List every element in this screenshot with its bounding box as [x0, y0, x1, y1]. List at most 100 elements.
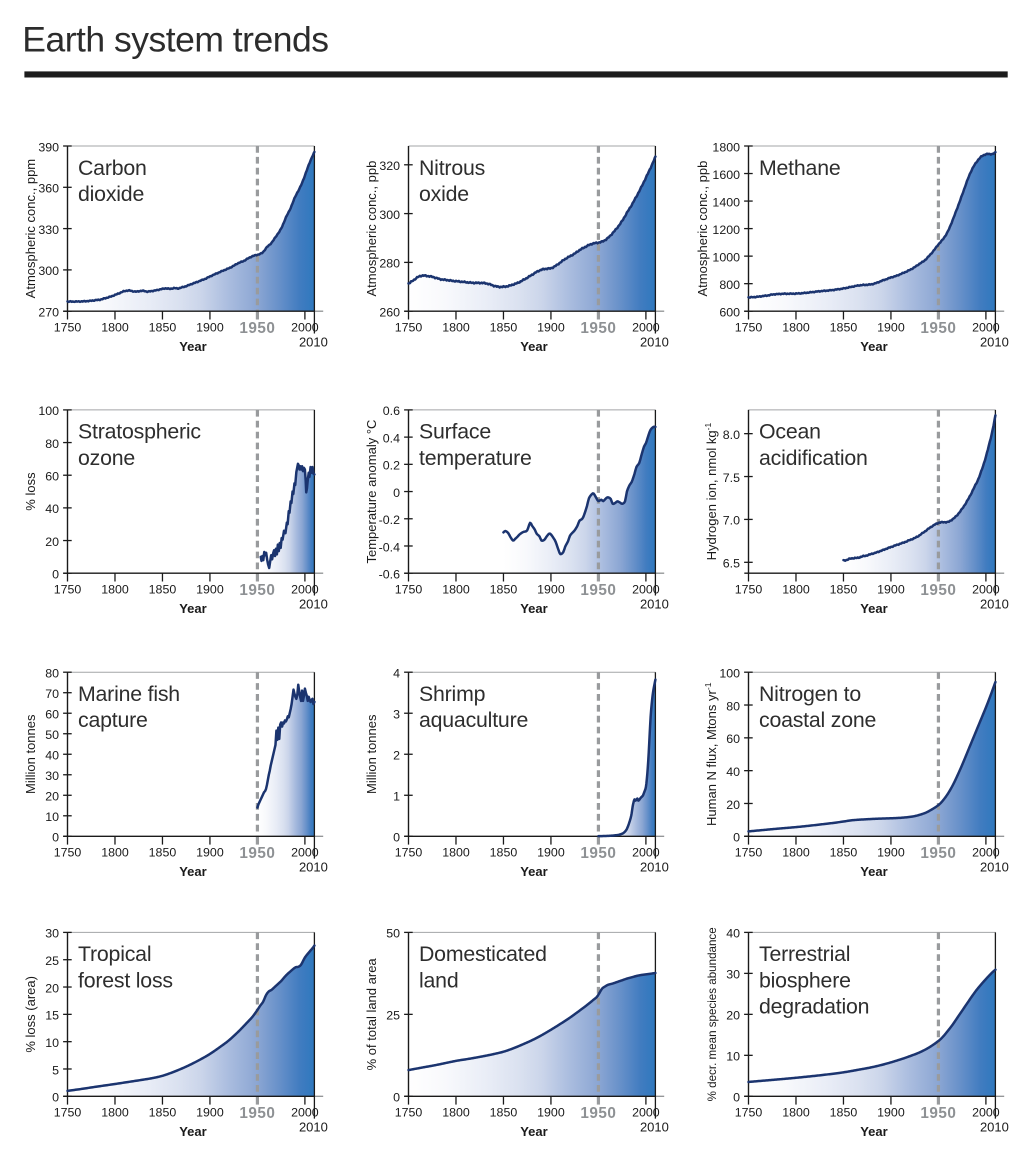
svg-text:360: 360 [38, 182, 59, 196]
svg-text:2000: 2000 [632, 846, 660, 860]
svg-text:1950: 1950 [239, 582, 275, 599]
svg-text:2000: 2000 [291, 1106, 319, 1120]
svg-text:2010: 2010 [980, 596, 1009, 611]
svg-text:1900: 1900 [877, 846, 905, 860]
svg-text:Year: Year [860, 1124, 887, 1139]
svg-text:capture: capture [78, 708, 148, 732]
svg-text:20: 20 [45, 790, 59, 804]
svg-text:0: 0 [393, 486, 400, 500]
svg-text:oxide: oxide [419, 182, 469, 206]
svg-text:1900: 1900 [537, 846, 565, 860]
svg-text:1950: 1950 [239, 320, 275, 337]
svg-text:0: 0 [52, 831, 59, 845]
svg-text:100: 100 [38, 404, 59, 418]
svg-text:25: 25 [45, 954, 59, 968]
svg-text:1900: 1900 [537, 320, 565, 334]
svg-text:Human N flux, Mtons yr-1: Human N flux, Mtons yr-1 [703, 682, 719, 826]
svg-text:1800: 1800 [442, 582, 470, 596]
svg-text:6.5: 6.5 [723, 557, 740, 571]
svg-text:40: 40 [45, 502, 59, 516]
svg-text:1950: 1950 [580, 582, 616, 599]
svg-text:1900: 1900 [877, 1106, 905, 1120]
svg-text:2000: 2000 [972, 582, 1000, 596]
svg-text:1750: 1750 [54, 320, 82, 334]
svg-text:1850: 1850 [830, 582, 858, 596]
svg-text:1950: 1950 [920, 320, 956, 337]
svg-text:2010: 2010 [299, 860, 328, 875]
svg-text:1950: 1950 [580, 320, 616, 337]
svg-text:1850: 1850 [490, 1106, 518, 1120]
svg-text:biosphere: biosphere [759, 968, 851, 992]
svg-text:Year: Year [860, 601, 887, 616]
svg-text:Marine fish: Marine fish [78, 682, 180, 706]
svg-text:Nitrogen to: Nitrogen to [759, 682, 861, 706]
svg-text:Atmospheric conc., ppb: Atmospheric conc., ppb [364, 161, 379, 297]
svg-text:2: 2 [393, 749, 400, 763]
svg-text:1600: 1600 [712, 168, 740, 182]
svg-text:1850: 1850 [149, 582, 177, 596]
svg-text:390: 390 [38, 140, 59, 154]
svg-text:1900: 1900 [537, 582, 565, 596]
svg-text:20: 20 [45, 981, 59, 995]
svg-text:2010: 2010 [640, 860, 669, 875]
svg-text:Year: Year [179, 339, 206, 354]
svg-text:1800: 1800 [782, 582, 810, 596]
svg-text:1800: 1800 [101, 846, 129, 860]
svg-text:30: 30 [45, 769, 59, 783]
svg-text:2010: 2010 [640, 596, 669, 611]
svg-text:1950: 1950 [920, 845, 956, 862]
svg-text:Temperature anomaly °C: Temperature anomaly °C [364, 420, 379, 564]
svg-text:0.2: 0.2 [383, 459, 400, 473]
svg-text:80: 80 [726, 699, 740, 713]
svg-text:40: 40 [45, 749, 59, 763]
svg-text:1800: 1800 [782, 320, 810, 334]
svg-text:1750: 1750 [735, 320, 763, 334]
svg-text:% of total land area: % of total land area [364, 958, 379, 1071]
svg-text:land: land [419, 968, 458, 992]
svg-text:1750: 1750 [54, 582, 82, 596]
svg-text:280: 280 [379, 257, 400, 271]
svg-text:-0.4: -0.4 [379, 540, 400, 554]
svg-text:Year: Year [520, 864, 547, 879]
svg-text:1400: 1400 [712, 195, 740, 209]
svg-text:Million tonnes: Million tonnes [23, 714, 38, 794]
svg-text:1750: 1750 [735, 1106, 763, 1120]
svg-text:Year: Year [520, 1124, 547, 1139]
svg-text:2010: 2010 [299, 1120, 328, 1135]
svg-text:50: 50 [45, 728, 59, 742]
svg-text:2000: 2000 [632, 320, 660, 334]
svg-text:1900: 1900 [196, 846, 224, 860]
svg-text:8.0: 8.0 [723, 428, 740, 442]
svg-text:1850: 1850 [149, 1106, 177, 1120]
svg-text:7.0: 7.0 [723, 514, 740, 528]
svg-text:1800: 1800 [442, 1106, 470, 1120]
svg-text:1800: 1800 [101, 320, 129, 334]
svg-text:80: 80 [45, 667, 59, 681]
svg-text:Year: Year [179, 864, 206, 879]
svg-text:1800: 1800 [782, 1106, 810, 1120]
svg-text:0: 0 [733, 1091, 740, 1105]
svg-text:1900: 1900 [196, 320, 224, 334]
svg-text:1850: 1850 [830, 846, 858, 860]
svg-text:0: 0 [733, 831, 740, 845]
svg-text:70: 70 [45, 687, 59, 701]
svg-text:260: 260 [379, 306, 400, 320]
svg-text:0: 0 [52, 1091, 59, 1105]
svg-text:2010: 2010 [980, 334, 1009, 349]
svg-text:10: 10 [45, 1036, 59, 1050]
svg-text:50: 50 [386, 927, 400, 941]
svg-text:2010: 2010 [299, 596, 328, 611]
svg-text:Tropical: Tropical [78, 942, 151, 966]
svg-text:270: 270 [38, 306, 59, 320]
svg-text:Year: Year [860, 339, 887, 354]
svg-text:5: 5 [52, 1063, 59, 1077]
svg-text:% loss (area): % loss (area) [23, 976, 38, 1053]
svg-text:0.6: 0.6 [383, 404, 400, 418]
svg-text:1750: 1750 [395, 1106, 423, 1120]
svg-text:Year: Year [179, 601, 206, 616]
svg-text:0: 0 [393, 1091, 400, 1105]
svg-text:1750: 1750 [54, 846, 82, 860]
svg-text:Ocean: Ocean [759, 420, 821, 444]
svg-text:1750: 1750 [395, 846, 423, 860]
svg-text:ozone: ozone [78, 446, 135, 470]
